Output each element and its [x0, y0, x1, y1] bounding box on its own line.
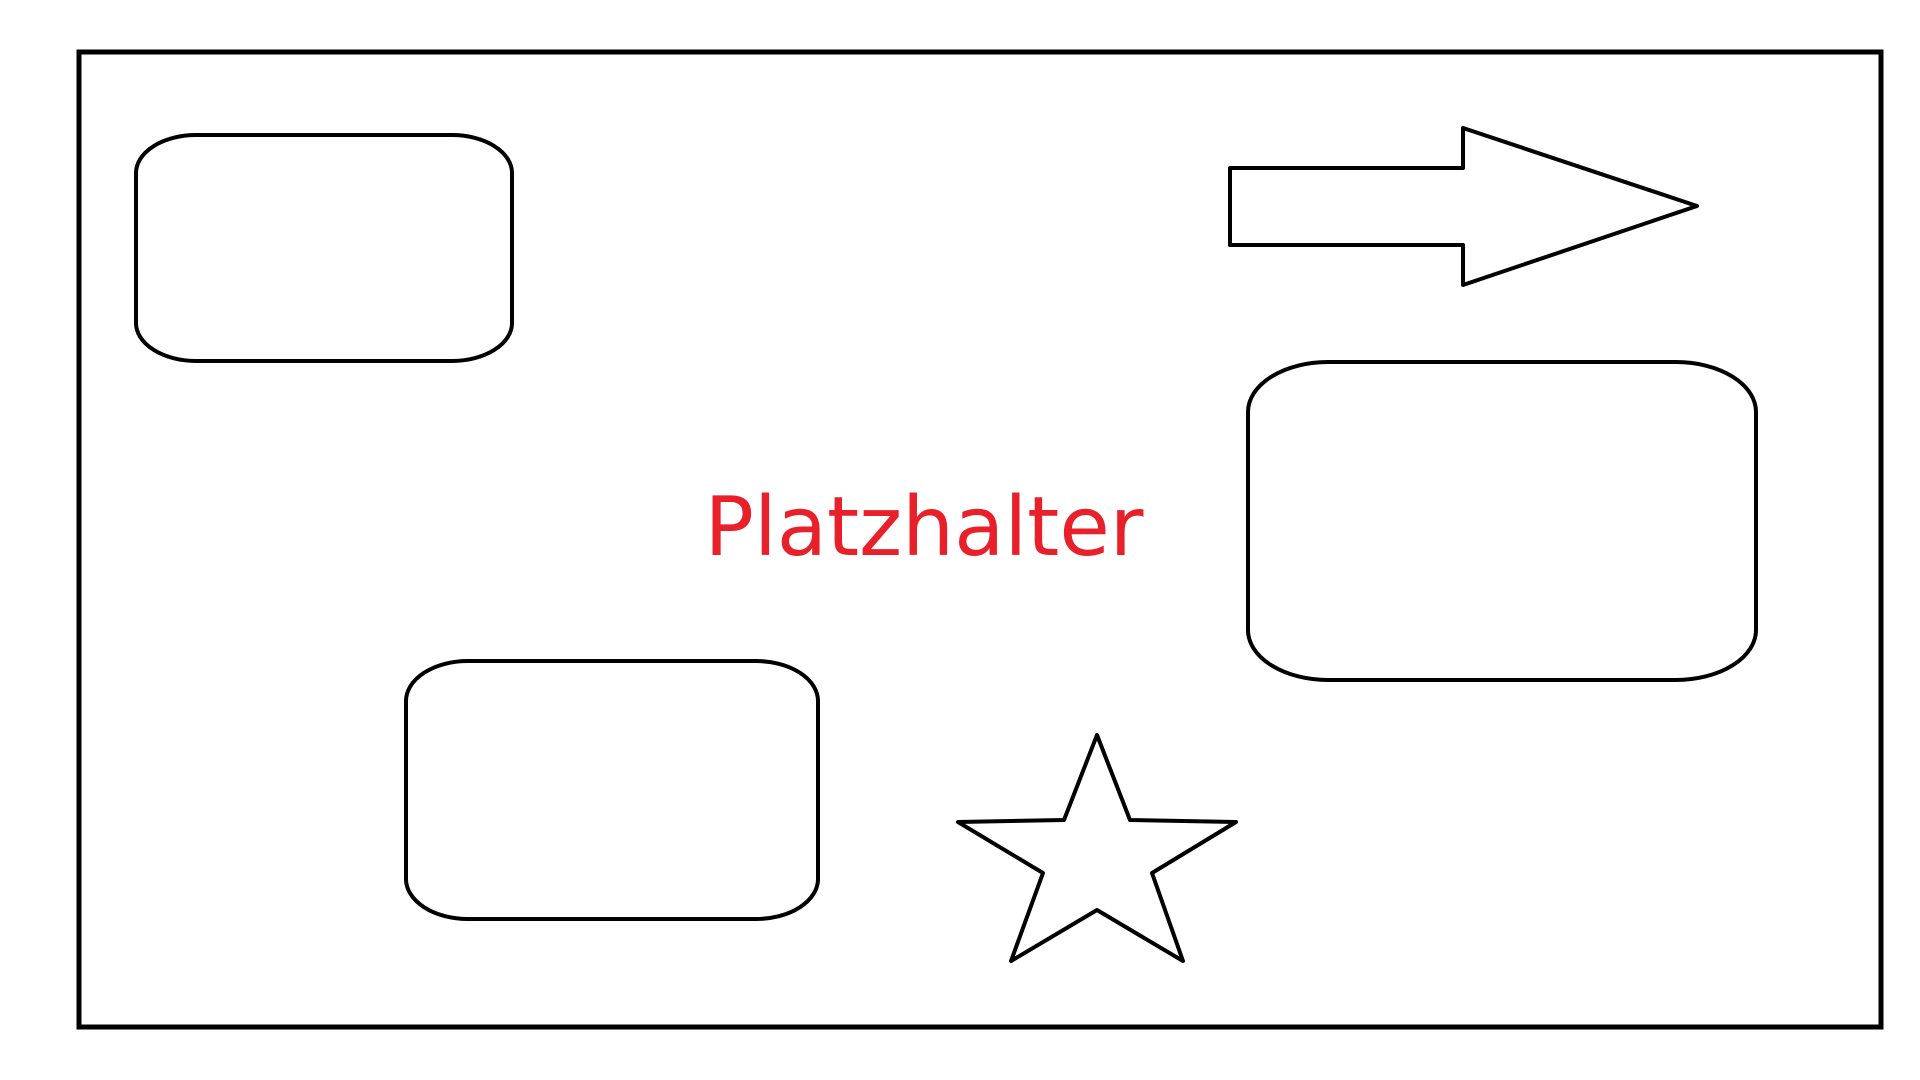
outer-frame	[76, 49, 1884, 1030]
arrow-right-icon	[1228, 126, 1699, 287]
rounded-rectangle-bottom-left	[404, 659, 820, 921]
star-icon	[956, 733, 1238, 963]
rounded-rectangle-right	[1246, 360, 1758, 682]
placeholder-text: Platzhalter	[705, 480, 1144, 575]
rounded-rectangle-top-left	[134, 133, 514, 363]
